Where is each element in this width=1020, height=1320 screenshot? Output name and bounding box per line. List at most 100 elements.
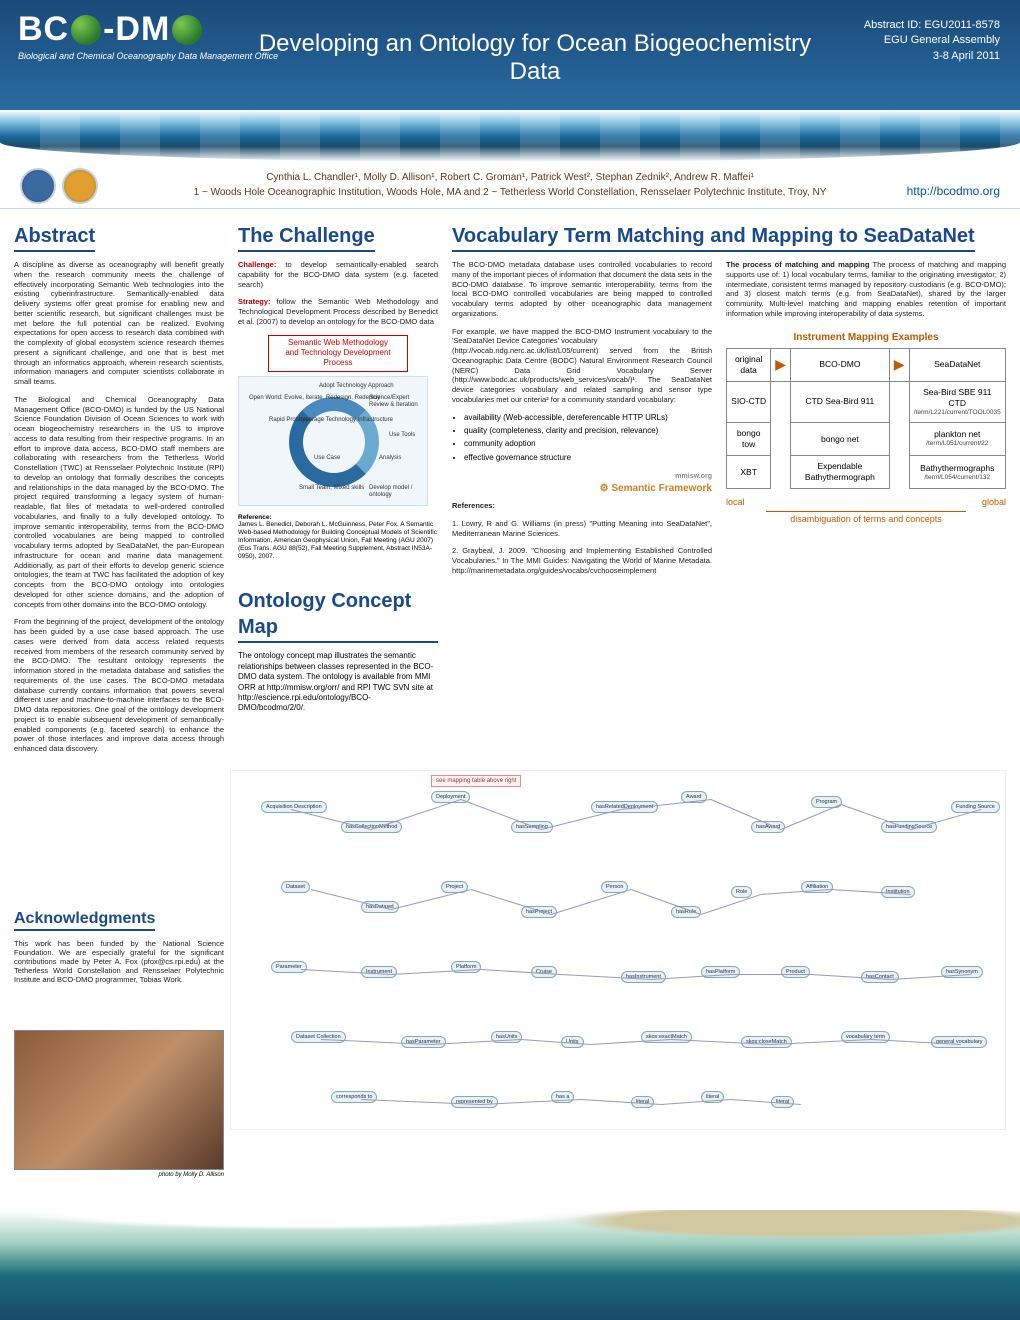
whoi-badge-icon [20,168,56,204]
table-row: bongo tow bongo net plankton net/term/L0… [727,423,1006,456]
concept-node: represented by [451,1096,498,1108]
semfw-sub: mmisw.org [675,473,712,480]
cycle-label: Use Case [314,455,340,463]
table-row: SIO-CTD CTD Sea-Bird 911 Sea-Bird SBE 91… [727,381,1006,423]
ack-text: This work has been funded by the Nationa… [14,939,224,984]
vocab-heading: Vocabulary Term Matching and Mapping to … [452,223,975,252]
concept-edge [841,804,911,830]
arrow-icon: ▶ [771,348,791,381]
concept-edge [631,889,701,915]
challenge-heading: The Challenge [238,223,375,252]
cell: Sea-Bird SBE 911 CTD/term/L221/current/T… [909,381,1006,423]
cell: bongo tow [727,423,771,456]
cell: SIO-CTD [727,381,771,423]
institution-badges [20,168,98,204]
concept-node: general vocabulary [931,1036,987,1048]
wave-decoration [0,110,1020,162]
map-note: see mapping table above right [431,775,521,787]
vocab-right-p: The process of matching and mapping The … [726,260,1006,319]
ocm-heading: Ontology Concept Map [238,588,438,643]
vocab-p2a: For example, we have mapped the BCO-DMO … [452,327,712,346]
vocab-column: Vocabulary Term Matching and Mapping to … [452,223,1006,762]
concept-edge [311,889,391,910]
semfw: Semantic Framework [611,483,712,494]
venue: EGU General Assembly [864,33,1000,48]
table-caption: Instrument Mapping Examples [726,327,1006,348]
challenge-label: Challenge: [238,260,276,269]
logo-mid: -DM [103,10,170,49]
cycle-label: Use Tools [389,432,415,440]
concept-edge [371,799,461,830]
cycle-label: Develop model / ontology [369,485,427,501]
cycle-label: Leverage Technology Infrastructure [299,417,393,425]
cycle-label: Open World: Evolve, Iterate, Redesign, R… [249,395,380,403]
box-line1: Semantic Web Methodology [271,338,405,348]
vocab-p2: For example, we have mapped the BCO-DMO … [452,327,712,405]
concept-node: Dataset [281,881,310,893]
concept-node: Product [781,966,810,978]
abstract-id: Abstract ID: EGU2011-8578 [864,18,1000,33]
col-header: SeaDataNet [909,348,1006,381]
abstract-column: Abstract A discipline as diverse as ocea… [14,223,224,762]
disambiguation-label: disambiguation of terms and concepts [726,514,1006,526]
concept-node: Role [731,886,752,898]
ref-text: James L. Benedict, Deborah L. McGuinness… [238,521,437,559]
challenge-column: The Challenge Challenge: to develop sema… [238,223,438,762]
nsf-badge-icon [62,168,98,204]
concept-edge [911,809,981,830]
vocab-ref2: 2. Graybeal, J. 2009. "Choosing and Impl… [452,546,712,575]
footer-wave-decoration [0,1210,1020,1320]
global-label: global [982,497,1006,509]
arrow-icon: ▶ [889,348,909,381]
concept-edge [391,889,471,910]
cycle-diagram: Adopt Technology Approach Open World: Ev… [238,376,428,506]
challenge-text: Challenge: to develop semantically-enabl… [238,260,438,289]
col-header: original data [727,348,771,381]
abstract-heading: Abstract [14,223,95,252]
ref-label: Reference: [238,514,272,521]
scale-line-icon [766,511,966,512]
concept-edge [471,889,551,915]
criteria-list: availability (Web-accessible, dereferenc… [464,413,712,464]
globe-icon [71,15,101,45]
local-global-scale: local global disambiguation of terms and… [726,497,1006,525]
semantic-framework-logo: mmisw.org ⚙ Semantic Framework [452,469,712,495]
cycle-label: Analysis [379,455,401,463]
bullet: community adoption [464,439,712,449]
vocab-ref1: 1. Lowry, R and G. Williams (in press) "… [452,519,712,539]
project-url[interactable]: http://bcodmo.org [907,182,1000,200]
concept-node: Parameter [271,961,307,973]
bullet: availability (Web-accessible, dereferenc… [464,413,712,423]
col-header: BCO-DMO [791,348,890,381]
concept-edge [291,809,371,830]
author-names: Cynthia L. Chandler¹, Molly D. Allison¹,… [100,170,920,185]
dates: 3-8 April 2011 [864,49,1000,64]
concept-edge [731,974,811,975]
bullet: effective governance structure [464,453,712,463]
concept-edge [461,799,541,830]
affiliations: 1 ~ Woods Hole Oceanographic Institution… [100,185,920,200]
cycle-label: Small Team, Mixed skills [299,485,364,493]
poster-header: BC -DM Biological and Chemical Oceanogra… [0,0,1020,110]
vocab-right: The process of matching and mapping The … [726,260,1006,584]
concept-edge [781,804,841,830]
cell: plankton net/term/L051/current/22 [909,423,1006,456]
logo-text: BC -DM [18,10,204,49]
box-line2: and Technology Development Process [271,348,405,369]
cell: bongo net [791,423,890,456]
ocm-text: The ontology concept map illustrates the… [238,651,438,713]
concept-map: see mapping table above right Acquisitio… [230,770,1006,1130]
cycle-label: Adopt Technology Approach [319,383,394,391]
concept-edge [711,799,781,830]
concept-edge [701,894,761,915]
concept-node: skos:closeMatch [741,1036,792,1048]
vocab-p1: The BCO-DMO metadata database uses contr… [452,260,712,319]
abstract-p2: The Biological and Chemical Oceanography… [14,395,224,610]
strategy-label: Strategy: [238,297,271,306]
table-row: XBT Expendable Bathythermograph Bathythe… [727,456,1006,489]
acknowledgments-block: Acknowledgments This work has been funde… [14,910,224,992]
cycle-ring-icon [289,397,379,487]
methodology-box: Semantic Web Methodology and Technology … [268,335,408,372]
header-meta: Abstract ID: EGU2011-8578 EGU General As… [864,18,1000,64]
cell: CTD Sea-Bird 911 [791,381,890,423]
